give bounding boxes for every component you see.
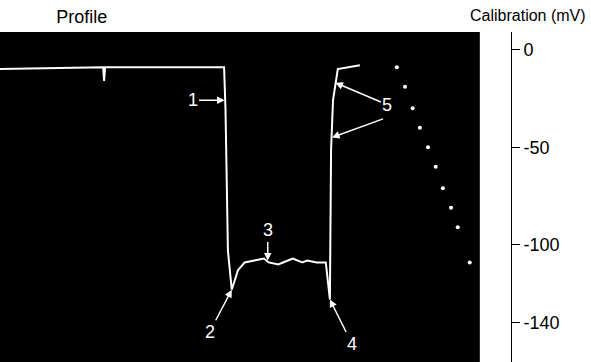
svg-text:-100: -100 bbox=[524, 235, 560, 255]
svg-text:1: 1 bbox=[188, 90, 198, 110]
svg-text:4: 4 bbox=[347, 334, 357, 354]
svg-text:-140: -140 bbox=[524, 313, 560, 333]
svg-text:Calibration (mV): Calibration (mV) bbox=[470, 7, 586, 24]
svg-text:Profile: Profile bbox=[56, 7, 107, 27]
svg-text:3: 3 bbox=[263, 220, 273, 240]
svg-text:0: 0 bbox=[524, 40, 534, 60]
svg-text:5: 5 bbox=[382, 95, 392, 115]
svg-text:-50: -50 bbox=[524, 138, 550, 158]
svg-text:2: 2 bbox=[205, 322, 215, 342]
